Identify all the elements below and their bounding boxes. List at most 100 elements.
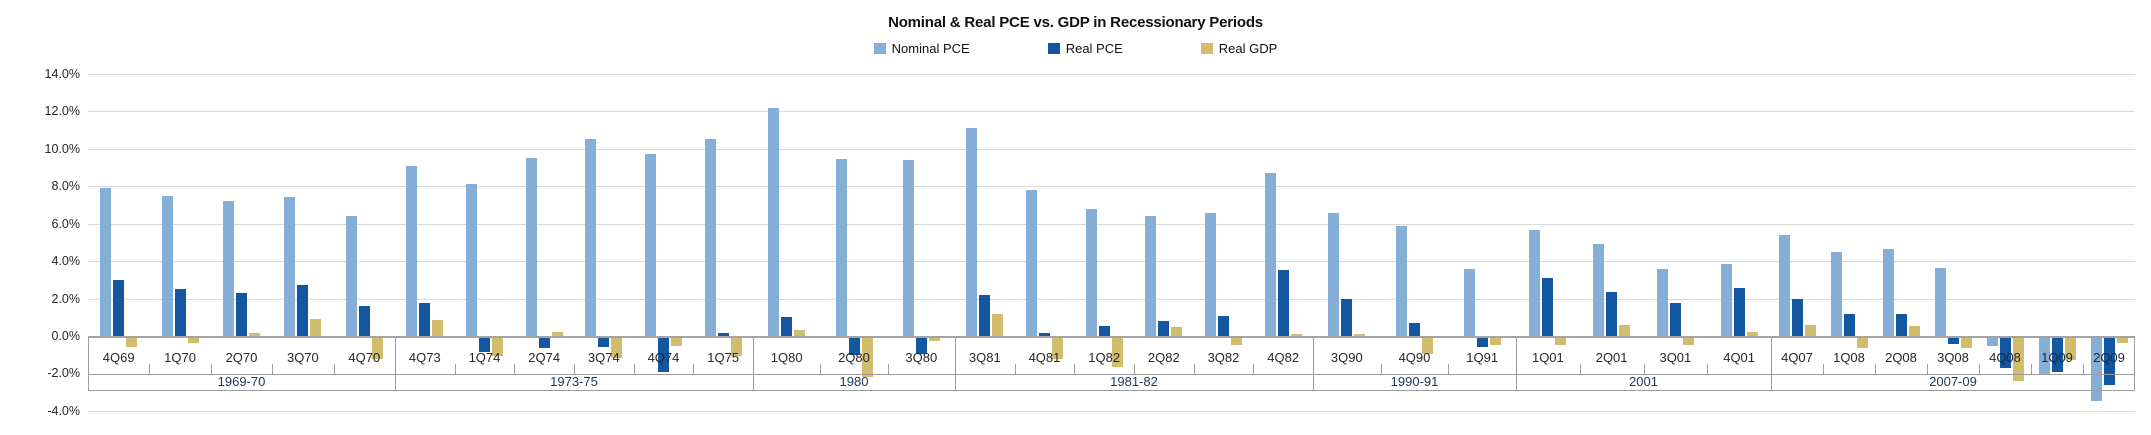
quarter-label: 4Q81	[1028, 350, 1061, 365]
bar-nominal-pce	[966, 128, 978, 336]
bar-real-gdp	[1290, 334, 1302, 336]
period-group: 1Q01 2Q01 3Q01 4Q01 2001	[1516, 75, 1771, 412]
quarter-label: 1Q09	[2041, 350, 2073, 365]
quarter-label: 4Q70	[348, 350, 381, 365]
quarter-label: 1Q70	[164, 350, 196, 365]
bar-real-pce	[717, 333, 729, 336]
bar-nominal-pce	[1264, 173, 1276, 336]
y-axis-tick-label: 10.0%	[44, 141, 80, 156]
bar-nominal-pce	[704, 139, 716, 336]
bar-real-gdp	[249, 333, 260, 336]
real-gdp-swatch-icon	[1200, 43, 1213, 54]
bar-real-pce	[538, 338, 550, 349]
bar-real-pce	[479, 338, 490, 353]
quarter-label: 3Q81	[968, 350, 1001, 365]
quarter-tick	[693, 364, 695, 374]
bar-real-gdp	[1804, 324, 1816, 336]
y-axis-tick-label: 8.0%	[51, 179, 81, 194]
bar-real-pce	[781, 317, 793, 336]
bar-real-gdp	[1960, 338, 1972, 349]
bar-nominal-pce	[1720, 263, 1732, 336]
group-separator	[955, 336, 956, 390]
quarter-tick	[574, 364, 575, 374]
bar-real-pce	[2103, 338, 2115, 385]
group-separator	[88, 336, 89, 390]
bar-real-pce	[658, 338, 669, 372]
bar-nominal-pce	[585, 139, 597, 336]
bar-real-pce	[1895, 314, 1907, 336]
quarter-label: 1Q75	[707, 350, 740, 365]
bar-real-pce	[598, 338, 610, 348]
bar-real-pce	[1409, 322, 1420, 336]
bar-real-gdp	[432, 320, 444, 336]
gridline	[88, 261, 2135, 263]
bar-nominal-pce	[835, 159, 847, 336]
bar-real-gdp	[1555, 338, 1567, 345]
quarter-tick	[820, 364, 822, 374]
legend-label: Nominal PCE	[891, 41, 970, 56]
period-group: 4Q69 1Q70 2Q70 3Q70 4Q70 1969-70	[88, 75, 395, 412]
bar-nominal-pce	[100, 188, 112, 336]
chart-title: Nominal & Real PCE vs. GDP in Recessiona…	[888, 14, 1263, 31]
quarter-label: 4Q74	[647, 350, 680, 365]
quarter-tick	[2083, 364, 2084, 374]
quarter-label: 1Q91	[1466, 350, 1499, 365]
quarter-label: 4Q01	[1723, 350, 1756, 365]
quarter-tick	[272, 364, 274, 374]
quarter-tick	[1134, 364, 1135, 374]
bar-nominal-pce	[1396, 226, 1407, 336]
quarter-label: 3Q74	[587, 350, 620, 365]
bar-real-pce	[1158, 321, 1170, 336]
bar-real-gdp	[2012, 338, 2024, 382]
bar-nominal-pce	[1205, 213, 1216, 336]
quarter-tick	[333, 364, 335, 374]
quarter-label: 4Q73	[408, 350, 441, 365]
bar-nominal-pce	[645, 154, 656, 336]
group-separator	[753, 336, 754, 390]
bar-real-pce	[848, 338, 860, 355]
bar-real-gdp	[1682, 338, 1694, 346]
quarter-label: 2Q74	[528, 350, 561, 365]
gridline	[88, 223, 2135, 225]
bar-real-gdp	[1856, 338, 1868, 349]
bar-real-gdp	[1746, 332, 1758, 336]
period-group: 1Q80 2Q80 3Q80 1980	[753, 75, 955, 412]
quarter-tick	[1643, 364, 1645, 374]
bar-real-pce	[1606, 292, 1618, 336]
bar-real-pce	[1476, 338, 1488, 348]
bar-real-pce	[1277, 269, 1289, 336]
period-label: 2001	[1629, 374, 1658, 389]
bar-real-pce	[1791, 299, 1803, 336]
period-group: 4Q73 1Q74 2Q74 3Q74 4Q74 1Q75 1973-75	[395, 75, 753, 412]
period-label: 1990-91	[1390, 374, 1439, 389]
bar-nominal-pce	[1529, 230, 1541, 336]
bar-nominal-pce	[406, 165, 418, 336]
y-axis-tick-label: 14.0%	[44, 66, 80, 81]
quarter-label: 4Q82	[1267, 350, 1300, 365]
bar-real-pce	[297, 285, 309, 336]
bar-nominal-pce	[161, 195, 173, 336]
bar-real-pce	[1733, 288, 1745, 336]
chart-legend: Nominal PCE Real PCE Real GDP	[0, 41, 2151, 56]
y-axis-tick-label: 0.0%	[51, 329, 81, 343]
bar-nominal-pce	[1778, 234, 1790, 336]
real-pce-swatch-icon	[1047, 43, 1060, 54]
bar-real-pce	[1218, 316, 1229, 336]
bar-nominal-pce	[768, 107, 780, 336]
quarter-tick	[454, 364, 456, 374]
quarter-label: 3Q08	[1937, 350, 1969, 365]
quarter-label: 3Q70	[286, 350, 319, 365]
period-label: 2007-09	[1929, 374, 1977, 389]
bar-real-gdp	[1422, 338, 1433, 354]
quarter-tick	[2031, 364, 2032, 374]
bar-real-pce	[419, 303, 431, 336]
bar-real-pce	[1341, 298, 1353, 336]
period-label: 1980	[839, 374, 869, 389]
legend-item-nominal-pce: Nominal PCE	[873, 41, 970, 56]
bar-real-pce	[915, 338, 927, 354]
period-group: 3Q81 4Q81 1Q82 2Q82 3Q82 4Q82 1981-82	[955, 75, 1313, 412]
quarter-label: 4Q90	[1398, 350, 1431, 365]
bar-nominal-pce	[1593, 244, 1605, 336]
bar-real-gdp	[371, 338, 383, 359]
